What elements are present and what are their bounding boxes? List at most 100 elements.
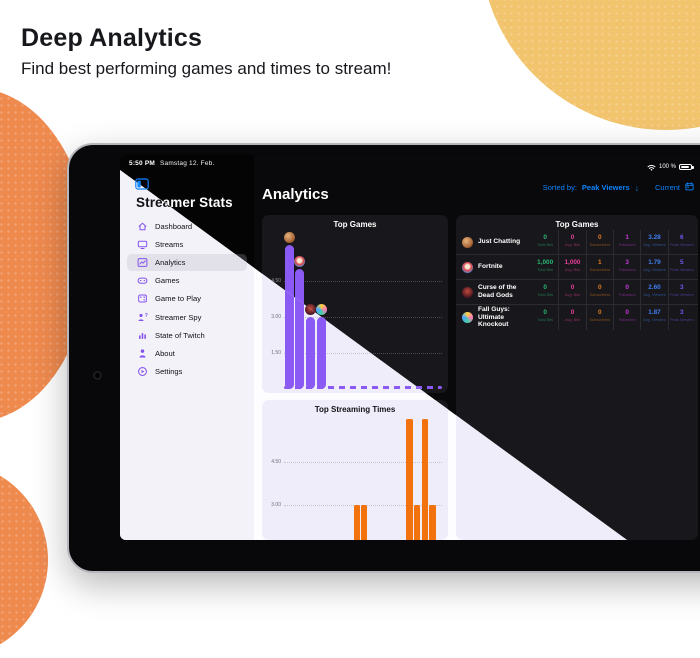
stat-value: 0	[598, 284, 602, 291]
sidebar-item-state-of-twitch[interactable]: State of Twitch	[120, 326, 254, 344]
sidebar-item-label: Game to Play	[155, 294, 202, 304]
stat-value: 5	[680, 259, 684, 266]
period-button[interactable]: Current	[654, 183, 680, 192]
game-name: Just Chatting	[478, 238, 521, 246]
stat-label: Followers	[618, 317, 636, 322]
y-tick-label: 1.50	[271, 350, 281, 356]
sidebar-nav: Dashboard Streams Analytics Games	[120, 217, 254, 381]
stat-label: Followers	[618, 292, 636, 297]
sidebar-item-label: State of Twitch	[155, 330, 205, 340]
stat-label: Avg. Bits	[564, 242, 581, 247]
home-icon	[137, 221, 148, 232]
sidebar-item-about[interactable]: About	[120, 344, 254, 362]
stat-label: Subscribers	[589, 317, 611, 322]
game-avatar-fn	[294, 256, 306, 267]
stat-value: 0	[543, 234, 547, 241]
stat-value: 3.28	[648, 234, 661, 241]
chart-title: Top Streaming Times	[314, 405, 396, 414]
chart-dashed-baseline	[284, 386, 442, 389]
stat-label: Peak Viewers	[669, 317, 694, 322]
gridline	[284, 317, 442, 318]
battery-percent: 100 %	[658, 164, 676, 170]
stat-value: 1.87	[648, 309, 661, 316]
stat-value: 2.60	[648, 284, 661, 291]
stat-label: Total Bits	[537, 292, 554, 297]
game-avatar-fg	[315, 304, 327, 315]
stat-label: Avg. Bits	[564, 267, 581, 272]
wifi-icon	[647, 158, 656, 176]
top-times-bar	[414, 504, 421, 540]
stat-label: Peak Viewers	[669, 242, 694, 247]
top-games-bar	[295, 269, 305, 389]
stat-value: 0	[625, 309, 629, 316]
status-date: Samstag 12. Feb.	[159, 160, 215, 167]
bar-chart-icon	[137, 330, 148, 341]
settings-icon	[137, 366, 148, 377]
stat-label: Peak Viewers	[669, 267, 694, 272]
top-games-bar	[316, 317, 326, 389]
sidebar-item-label: About	[155, 348, 175, 358]
game-avatar-just-chatting	[462, 237, 473, 248]
sidebar-item-streamer-spy[interactable]: ? Streamer Spy	[120, 308, 254, 326]
battery-icon	[679, 163, 694, 171]
monitor-icon	[137, 239, 148, 250]
y-tick-label: 4.50	[271, 459, 281, 465]
sidebar-item-label: Streamer Spy	[155, 312, 202, 322]
status-time: 5:50 PM	[129, 160, 155, 167]
camera-dot	[95, 373, 100, 378]
top-times-bar	[353, 504, 360, 540]
stat-value: 3	[625, 259, 629, 266]
stat-label: Avg. Viewers	[643, 317, 666, 322]
sidebar-item-settings[interactable]: Settings	[120, 363, 254, 381]
status-time-date: 5:50 PM Samstag 12. Feb.	[129, 160, 214, 167]
stat-label: Subscribers	[589, 292, 611, 297]
sidebar-item-analytics[interactable]: Analytics	[120, 253, 254, 271]
sidebar-item-label: Settings	[155, 367, 183, 377]
stat-value: 1	[625, 234, 629, 241]
stat-value: 1,000	[564, 259, 581, 266]
top-streaming-times-chart-card: Top Streaming Times 4.50 3.00	[262, 400, 448, 540]
stat-value: 1.79	[648, 259, 661, 266]
svg-text:?: ?	[145, 313, 148, 319]
main-heading: Analytics	[262, 186, 329, 203]
header-controls: Sorted by: Peak Viewers ↓ Current	[543, 182, 694, 193]
game-name: Fall Guys: Ultimate Knockout	[478, 305, 510, 329]
calendar-icon[interactable]	[685, 182, 694, 193]
table-title: Top Games	[555, 220, 599, 229]
game-avatar-jc	[283, 232, 295, 243]
status-bar: 5:50 PM Samstag 12. Feb. 100 %	[120, 155, 700, 171]
top-times-bar	[406, 418, 413, 540]
table-row: Curse of the Dead Gods 0 Total Bits 0 Avg.…	[456, 280, 698, 305]
sidebar-item-dashboard[interactable]: Dashboard	[120, 217, 254, 235]
stat-value: 0	[570, 309, 575, 316]
game-avatar-cg	[305, 304, 316, 315]
stat-label: Avg. Bits	[564, 292, 581, 297]
stat-value: 0	[598, 309, 602, 316]
game-name: Curse of the Dead Gods	[478, 284, 517, 299]
tablet-mockup: 5:50 PM Samstag 12. Feb. 100 % Streamer S…	[67, 143, 700, 573]
stat-value: 3	[680, 284, 684, 291]
sidebar-item-label: Dashboard	[155, 221, 193, 231]
stat-label: Total Bits	[537, 242, 554, 247]
game-avatar-fall-guys	[462, 312, 473, 323]
y-tick-label: 3.00	[271, 314, 281, 320]
sidebar-item-streams[interactable]: Streams	[120, 235, 254, 253]
sort-value-button[interactable]: Peak Viewers	[581, 183, 630, 192]
top-times-plot: 4.50 3.00	[262, 400, 448, 540]
stat-label: Avg. Bits	[564, 317, 581, 322]
stat-value: 1	[598, 259, 602, 266]
sidebar-item-game-to-play[interactable]: Game to Play	[120, 290, 254, 308]
stat-value: 1,000	[537, 259, 554, 266]
stat-value: 0	[625, 284, 629, 291]
stat-value: 0	[543, 309, 547, 316]
sort-direction-arrow[interactable]: ↓	[634, 182, 639, 193]
stat-label: Avg. Viewers	[643, 292, 666, 297]
gridline	[284, 281, 442, 282]
sidebar-item-games[interactable]: Games	[120, 272, 254, 290]
gamepad-icon	[137, 275, 148, 286]
